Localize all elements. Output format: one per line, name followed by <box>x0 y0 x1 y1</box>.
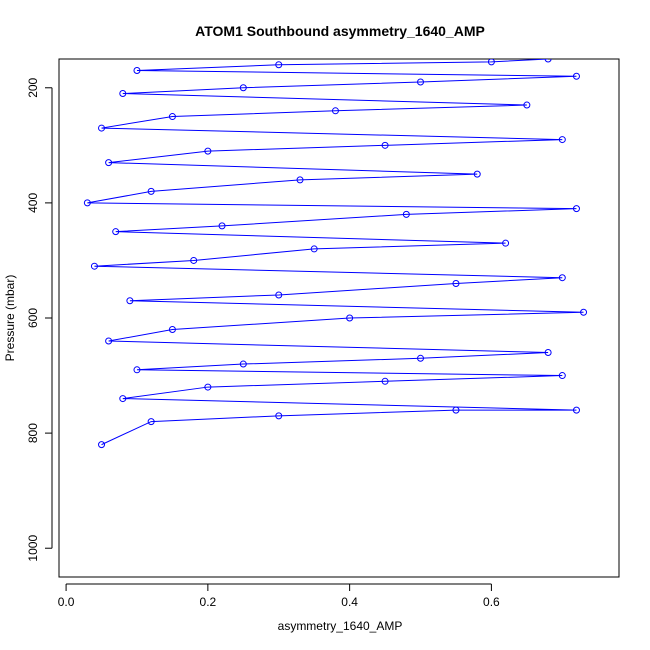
y-tick-label: 800 <box>26 423 40 443</box>
data-point <box>580 308 588 316</box>
data-point <box>572 72 580 80</box>
data-point <box>98 441 106 449</box>
data-point <box>90 262 98 270</box>
x-axis: 0.0 0.2 0.4 0.6 <box>58 583 500 609</box>
data-point <box>275 291 283 299</box>
data-point <box>204 383 212 391</box>
x-tick-label: 0.6 <box>483 595 500 609</box>
data-point <box>381 377 389 385</box>
data-point <box>190 256 198 264</box>
data-point <box>168 326 176 334</box>
data-point <box>98 124 106 132</box>
data-point <box>275 61 283 69</box>
data-point <box>105 337 113 345</box>
x-tick-label: 0.0 <box>58 595 75 609</box>
x-tick-label: 0.4 <box>341 595 358 609</box>
data-point <box>112 228 120 236</box>
data-point <box>331 107 339 115</box>
data-point <box>452 279 460 287</box>
data-point <box>147 418 155 426</box>
data-point <box>133 366 141 374</box>
data-point <box>147 187 155 195</box>
data-point <box>452 406 460 414</box>
chart-title: ATOM1 Southbound asymmetry_1640_AMP <box>195 23 485 39</box>
data-point <box>558 136 566 144</box>
data-point <box>239 360 247 368</box>
data-point <box>218 222 226 230</box>
data-point <box>296 176 304 184</box>
series-layer <box>83 59 588 449</box>
data-point <box>417 354 425 362</box>
data-point <box>346 314 354 322</box>
y-axis: 200 400 600 800 1000 <box>26 77 53 562</box>
data-point <box>126 297 134 305</box>
data-point <box>119 90 127 98</box>
data-point <box>381 141 389 149</box>
data-point <box>204 147 212 155</box>
x-tick-label: 0.2 <box>200 595 217 609</box>
plot-frame <box>58 58 620 578</box>
data-point <box>523 101 531 109</box>
data-point <box>487 59 495 66</box>
data-point <box>572 406 580 414</box>
y-tick-label: 200 <box>26 77 40 97</box>
data-point <box>544 59 552 63</box>
y-axis-label: Pressure (mbar) <box>3 275 17 362</box>
data-point <box>133 67 141 75</box>
data-point <box>572 205 580 213</box>
data-point <box>105 159 113 167</box>
x-axis-label: asymmetry_1640_AMP <box>278 619 403 633</box>
data-point <box>544 349 552 357</box>
y-tick-label: 1000 <box>26 535 40 562</box>
data-point <box>558 372 566 380</box>
data-point <box>402 210 410 218</box>
data-point <box>473 170 481 178</box>
data-point <box>83 199 91 207</box>
data-point <box>502 239 510 247</box>
y-tick-label: 400 <box>26 193 40 213</box>
data-point <box>275 412 283 420</box>
series-line <box>87 59 584 446</box>
data-point <box>168 113 176 121</box>
data-point <box>558 274 566 282</box>
data-point <box>310 245 318 253</box>
data-point <box>417 78 425 86</box>
y-tick-label: 600 <box>26 308 40 328</box>
data-point <box>239 84 247 92</box>
data-point <box>119 395 127 403</box>
